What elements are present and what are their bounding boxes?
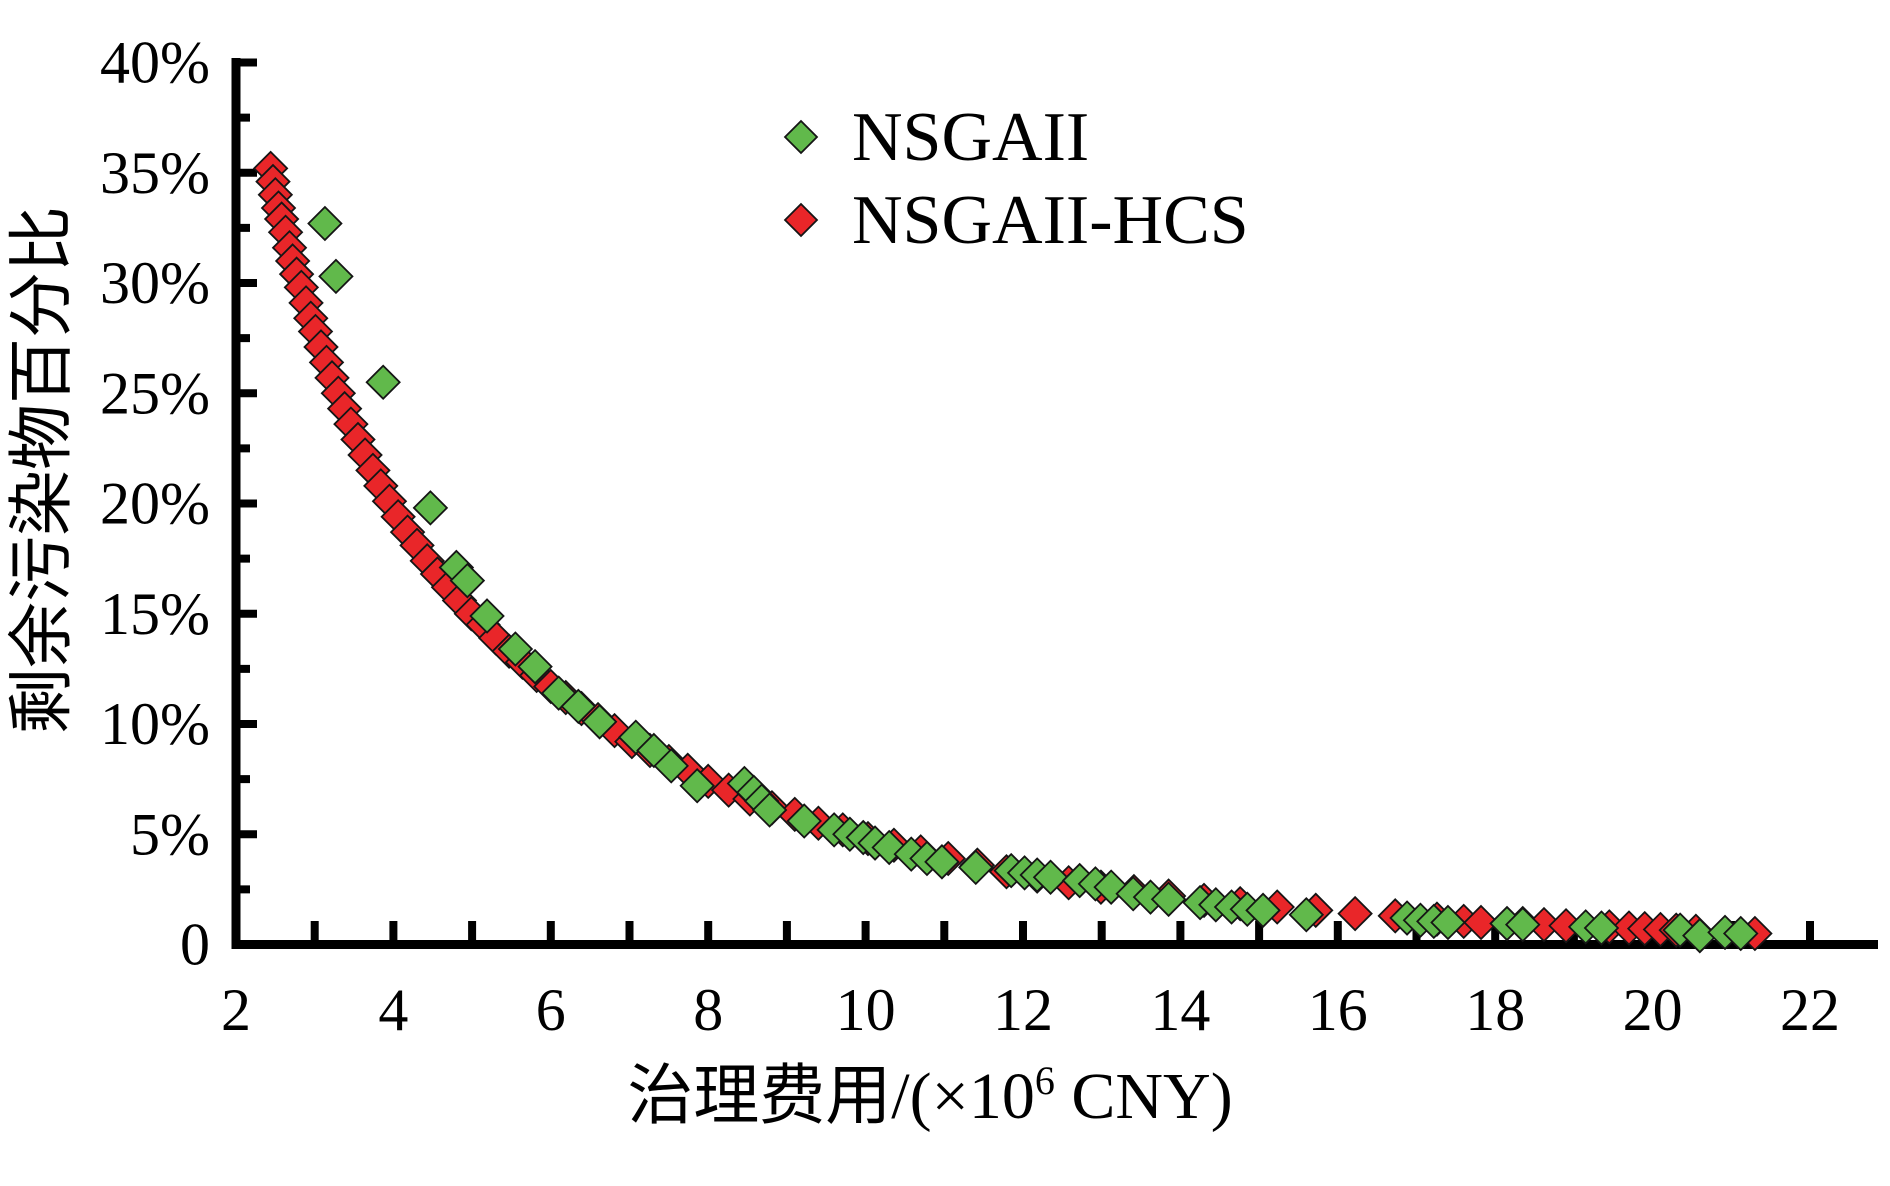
marker-nsgaii (1245, 892, 1281, 929)
x-tick-label: 6 (536, 977, 566, 1043)
legend-marker-nsgaii-hcs (783, 202, 819, 238)
marker-nsgaii (924, 844, 960, 880)
x-tick-label: 12 (993, 977, 1053, 1043)
y-tick-label: 0 (180, 912, 210, 978)
marker-nsgaii (581, 704, 618, 740)
marker-nsgaii (307, 205, 343, 242)
marker-nsgaii (1288, 896, 1325, 933)
marker-nsgaii (679, 767, 715, 804)
marker-nsgaii (1032, 859, 1069, 896)
marker-nsgaii (517, 648, 553, 685)
x-tick-label: 16 (1308, 977, 1368, 1043)
legend-marker-nsgaii (783, 119, 819, 155)
marker-nsgaii (751, 792, 788, 828)
axes: 05%10%15%20%25%30%35%40% 2 4 6 8 10 12 14 16 18 2… (100, 30, 1878, 1043)
marker-nsgaii-hcs (1463, 904, 1499, 941)
x-tick-label: 20 (1623, 977, 1683, 1043)
y-tick-label: 15% (100, 581, 210, 647)
marker-nsgaii (653, 748, 689, 784)
marker-nsgaii (1583, 910, 1620, 946)
x-axis-title-prefix: 治理费用/(×10 (627, 1060, 1035, 1133)
x-tick-label: 22 (1780, 977, 1840, 1043)
marker-nsgaii (1430, 904, 1466, 941)
marker-nsgaii (318, 258, 354, 295)
y-tick-label: 40% (100, 30, 210, 96)
y-tick-label: 35% (100, 140, 210, 206)
marker-nsgaii (1150, 881, 1187, 918)
marker-nsgaii (560, 688, 597, 725)
marker-nsgaii (412, 490, 449, 526)
x-axis-title-suffix: CNY) (1055, 1060, 1233, 1133)
plot-series (252, 150, 1773, 954)
legend-label-nsgaii-hcs: NSGAII-HCS (852, 182, 1249, 259)
marker-nsgaii-hcs (1337, 895, 1373, 932)
x-axis: 2 4 6 8 10 12 14 16 18 20 22 (221, 921, 1878, 1043)
x-axis-title-exponent: 6 (1035, 1058, 1055, 1103)
marker-nsgaii (1722, 915, 1759, 952)
marker-nsgaii (469, 598, 505, 634)
series-nsgaii-hcs (252, 150, 1773, 952)
y-axis: 0 5% 10% 15% 20% 25% 30% 35% 40% (100, 30, 257, 978)
y-axis-title: 剩余污染物百分比 (6, 206, 79, 734)
marker-nsgaii (1504, 906, 1541, 943)
marker-nsgaii (1662, 912, 1698, 948)
marker-nsgaii (365, 364, 401, 400)
x-tick-label: 10 (836, 977, 896, 1043)
legend-item-nsgaii-hcs: NSGAII-HCS (783, 182, 1249, 259)
series-nsgaii (307, 205, 1759, 954)
x-axis-title: 治理费用/(×106 CNY) (627, 1058, 1232, 1133)
x-tick-label: 18 (1465, 977, 1525, 1043)
x-tick-label: 2 (221, 977, 251, 1043)
x-tick-label: 14 (1150, 977, 1210, 1043)
legend-item-nsgaii: NSGAII (783, 99, 1089, 176)
x-tick-label: 4 (378, 977, 408, 1043)
marker-nsgaii (449, 562, 486, 599)
y-tick-label: 5% (130, 801, 210, 867)
y-tick-label: 25% (100, 360, 210, 426)
legend-label-nsgaii: NSGAII (852, 99, 1089, 176)
marker-nsgaii (786, 803, 822, 839)
x-tick-label: 8 (693, 977, 723, 1043)
marker-nsgaii (958, 849, 994, 886)
y-tick-label: 30% (100, 250, 210, 316)
y-tick-label: 20% (100, 471, 210, 537)
y-tick-label: 10% (100, 691, 210, 757)
marker-nsgaii (497, 631, 534, 667)
